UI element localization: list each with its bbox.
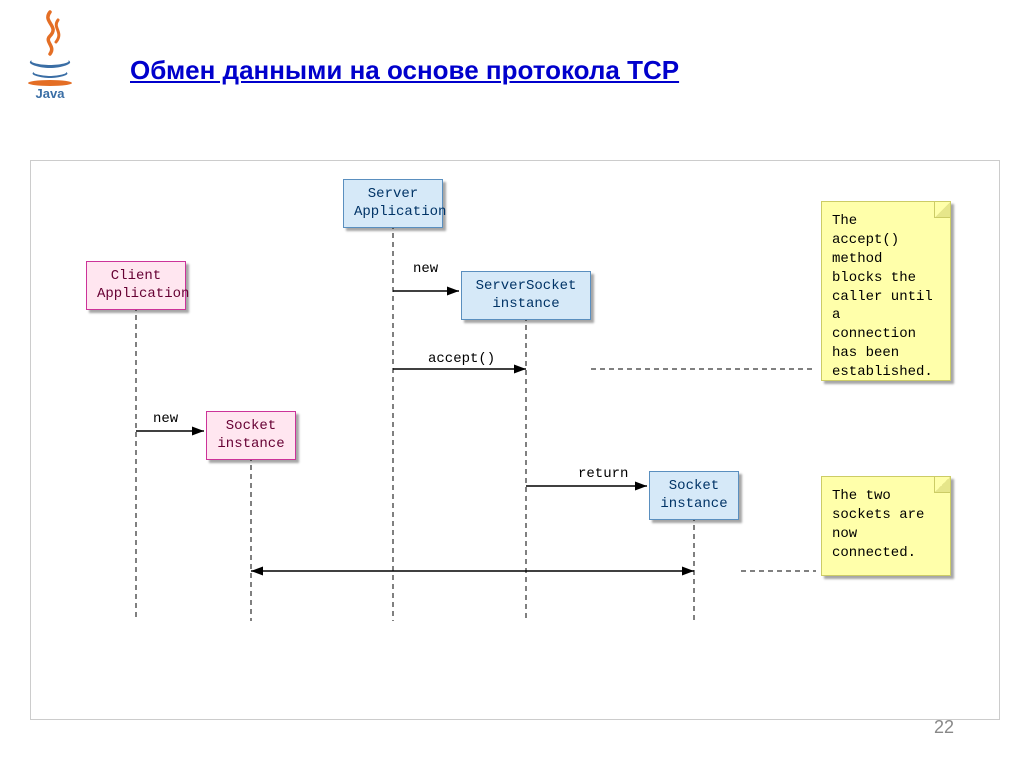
box-line: Client bbox=[97, 268, 175, 286]
box-line: Application bbox=[97, 286, 175, 304]
note-fold-icon bbox=[934, 202, 950, 218]
box-line: Socket bbox=[217, 418, 285, 436]
box-line: ServerSocket bbox=[472, 278, 580, 296]
label-return: return bbox=[576, 466, 630, 482]
note-text: The two sockets are now connected. bbox=[832, 487, 940, 563]
client-application-box: Client Application bbox=[86, 261, 186, 310]
page-number: 22 bbox=[934, 717, 954, 738]
box-line: Application bbox=[354, 204, 432, 222]
sequence-diagram: Client Application Server Application Se… bbox=[30, 160, 1000, 720]
box-line: Server bbox=[354, 186, 432, 204]
note-connected: The two sockets are now connected. bbox=[821, 476, 951, 576]
page-title: Обмен данными на основе протокола TCP bbox=[130, 55, 679, 86]
client-socket-box: Socket instance bbox=[206, 411, 296, 460]
label-new1: new bbox=[411, 261, 440, 277]
svg-text:Java: Java bbox=[36, 86, 66, 100]
label-new2: new bbox=[151, 411, 180, 427]
box-line: instance bbox=[217, 436, 285, 454]
box-line: instance bbox=[660, 496, 728, 514]
label-accept: accept() bbox=[426, 351, 497, 367]
java-logo: Java bbox=[20, 10, 80, 100]
box-line: instance bbox=[472, 296, 580, 314]
server-socket2-box: Socket instance bbox=[649, 471, 739, 520]
note-fold-icon bbox=[934, 477, 950, 493]
box-line: Socket bbox=[660, 478, 728, 496]
server-socket-box: ServerSocket instance bbox=[461, 271, 591, 320]
server-application-box: Server Application bbox=[343, 179, 443, 228]
note-accept: The accept() method blocks the caller un… bbox=[821, 201, 951, 381]
note-text: The accept() method blocks the caller un… bbox=[832, 212, 940, 382]
